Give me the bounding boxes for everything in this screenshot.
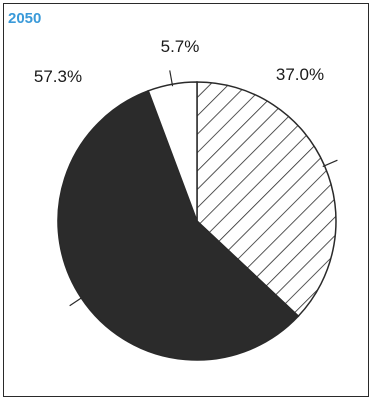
leader-line (169, 70, 174, 87)
chart-title: 2050 (8, 10, 42, 27)
label-hatched: 37.0% (276, 65, 324, 84)
leader-line (69, 296, 84, 307)
leader-line (322, 159, 338, 168)
label-white: 5.7% (161, 37, 200, 56)
label-dark: 57.3% (34, 67, 82, 86)
